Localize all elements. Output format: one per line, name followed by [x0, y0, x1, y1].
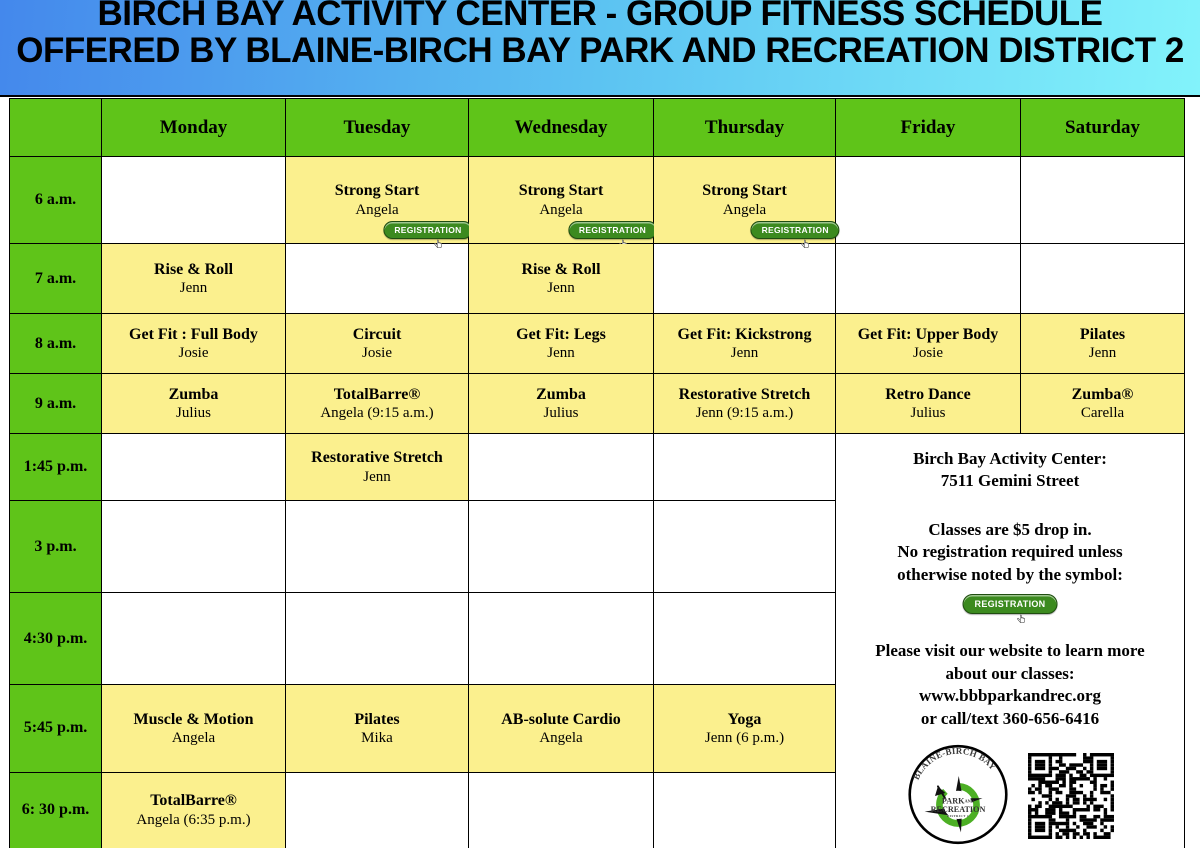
svg-text:DISTRICT 2: DISTRICT 2	[947, 814, 969, 818]
svg-text:RECREATION: RECREATION	[931, 805, 986, 814]
